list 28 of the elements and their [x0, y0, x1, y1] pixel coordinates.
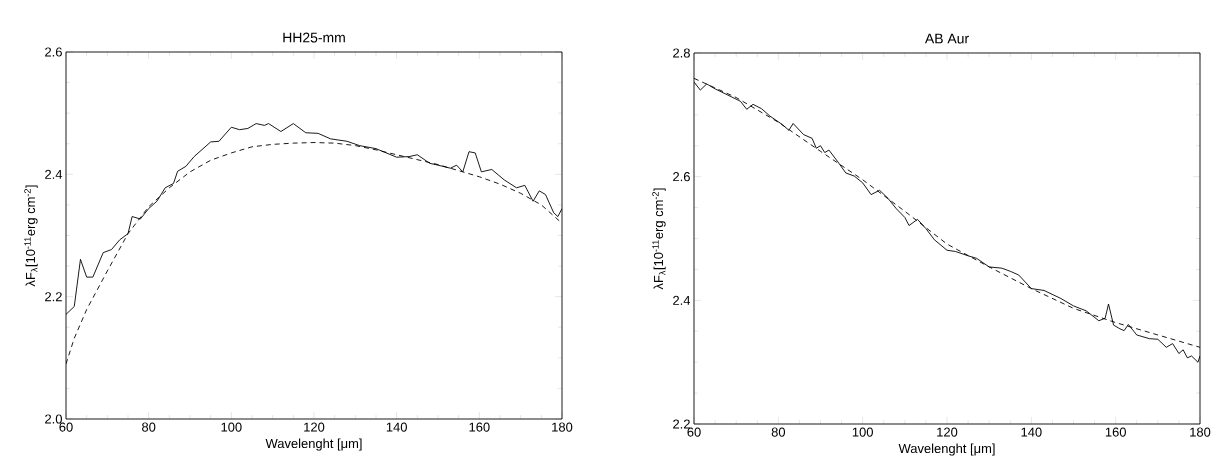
x-tick-label: 80 — [142, 422, 156, 432]
x-tick-label: 120 — [304, 422, 325, 432]
x-tick-label: 100 — [221, 422, 242, 432]
y-tick-label: 2.4 — [45, 169, 63, 179]
y-tick-label: 2.2 — [45, 292, 62, 302]
chart-title: AB Aur — [924, 33, 969, 44]
y-tick-label: 2.0 — [45, 414, 62, 424]
x-tick-label: 160 — [469, 422, 490, 432]
x-tick-label: 140 — [386, 422, 407, 432]
y-tick-label: 2.2 — [673, 419, 690, 429]
y-tick-label: 2.6 — [45, 47, 62, 57]
x-tick-label: 180 — [1190, 427, 1211, 437]
x-tick-label: 100 — [852, 427, 873, 437]
y-axis-title: λF$_{λ}$[10$^{-11}$erg cm$^{-2}$] — [652, 188, 666, 290]
chart-title: HH25-mm — [283, 32, 345, 43]
x-tick-label: 120 — [937, 427, 958, 437]
x-axis-title: Wavelenght [μm] — [898, 443, 995, 456]
x-tick-label: 160 — [1105, 427, 1126, 437]
y-axis-title: λF$_{λ}$[10$^{-11}$erg cm$^{-2}$] — [24, 185, 38, 287]
y-tick-label: 2.8 — [673, 48, 690, 58]
x-axis-title: Wavelenght [μm] — [265, 438, 362, 451]
x-tick-label: 80 — [771, 427, 786, 437]
x-tick-label: 60 — [687, 427, 701, 437]
y-tick-label: 2.6 — [673, 172, 690, 182]
x-tick-label: 140 — [1021, 427, 1042, 437]
y-tick-label: 2.4 — [673, 295, 691, 305]
x-tick-label: 60 — [59, 422, 73, 432]
x-tick-label: 180 — [552, 422, 573, 432]
